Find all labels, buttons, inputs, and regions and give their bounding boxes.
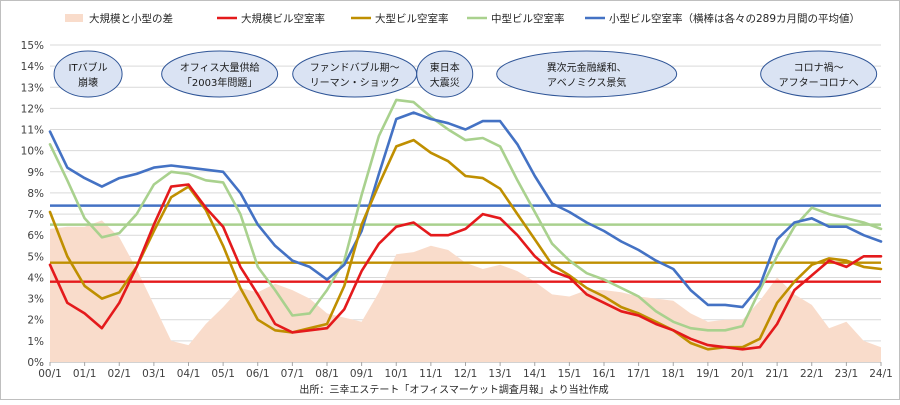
x-tick-label: 06/1 [246, 368, 270, 380]
y-tick-label: 13% [21, 82, 44, 94]
x-tick-label: 17/1 [627, 368, 651, 380]
y-tick-label: 11% [21, 125, 44, 137]
era-annotation: オフィス大量供給「2003年問題」 [161, 50, 279, 98]
y-tick-label: 2% [27, 315, 44, 327]
y-tick-label: 12% [21, 103, 44, 115]
legend-item-large_scale: 大規模ビル空室率 [217, 12, 325, 25]
legend-label: 大型ビル空室率 [375, 12, 449, 25]
series-line-large_scale [48, 183, 883, 351]
x-tick-label: 02/1 [107, 368, 131, 380]
x-tick-label: 13/1 [488, 368, 512, 380]
legend-swatch [65, 14, 83, 22]
x-tick-label: 15/1 [558, 368, 582, 380]
legend-item-medium: 中型ビル空室率 [467, 12, 565, 25]
era-bubble [53, 50, 123, 98]
era-bubble [496, 50, 678, 98]
x-tick-label: 24/1 [869, 368, 893, 380]
x-tick-label: 19/1 [696, 368, 720, 380]
era-label: アフターコロナへ [779, 77, 859, 89]
x-tick-label: 03/1 [142, 368, 166, 380]
x-tick-label: 18/1 [661, 368, 685, 380]
era-label: リーマン・ショック [310, 77, 400, 89]
y-tick-label: 15% [21, 40, 44, 52]
era-annotation: コロナ禍～ アフターコロナへ [760, 50, 878, 98]
y-tick-label: 14% [21, 61, 44, 73]
x-tick-label: 09/1 [350, 368, 374, 380]
era-label: コロナ禍～ [794, 61, 844, 74]
era-label: オフィス大量供給 [180, 61, 260, 74]
diff-area-layer [50, 220, 881, 362]
era-bubble [292, 50, 418, 98]
legend-item-small: 小型ビル空室率（横棒は各々の289カ月間の平均値） [585, 12, 860, 25]
x-tick-label: 05/1 [211, 368, 235, 380]
y-tick-label: 4% [27, 272, 44, 284]
y-tick-label: 3% [27, 294, 44, 306]
y-tick-label: 9% [27, 167, 44, 179]
era-annotation: 異次元金融緩和、アベノミクス景気 [496, 50, 678, 98]
x-tick-label: 10/1 [384, 368, 408, 380]
legend-label: 小型ビル空室率（横棒は各々の289カ月間の平均値） [609, 12, 860, 25]
x-tick-label: 14/1 [523, 368, 547, 380]
x-tick-label: 00/1 [38, 368, 62, 380]
legend-label: 中型ビル空室率 [491, 12, 565, 25]
y-tick-label: 0% [27, 357, 44, 369]
x-tick-label: 20/1 [731, 368, 755, 380]
era-label: ITバブル [69, 61, 108, 74]
y-tick-label: 1% [27, 336, 44, 348]
x-tick-label: 12/1 [454, 368, 478, 380]
era-bubble [161, 50, 279, 98]
x-tick-label: 04/1 [177, 368, 201, 380]
legend-label: 大規模ビル空室率 [241, 12, 325, 25]
x-tick-label: 21/1 [765, 368, 789, 380]
era-bubble [416, 50, 474, 98]
series-line-small [48, 111, 883, 309]
era-annotations: ITバブル崩壊オフィス大量供給「2003年問題」ファンドバブル期～リーマン・ショ… [53, 50, 878, 98]
legend-item-diff: 大規模と小型の差 [65, 12, 173, 25]
era-annotation: ファンドバブル期～ リーマン・ショック [292, 50, 418, 98]
x-tick-label: 23/1 [835, 368, 859, 380]
x-axis-ticks: 00/1 01/1 02/1 03/1 04/1 05/1 06/1 07/1 08/1 09/1… [38, 362, 893, 380]
legend-label: 大規模と小型の差 [89, 12, 173, 25]
series-line-medium [48, 98, 883, 332]
era-label: 「2003年問題」 [182, 76, 257, 89]
y-tick-label: 5% [27, 251, 44, 263]
x-tick-label: 11/1 [419, 368, 443, 380]
era-label: アベノミクス景気 [547, 76, 627, 89]
era-label: ファンドバブル期～ [310, 61, 400, 74]
legend: 大規模と小型の差 大規模ビル空室率 大型ビル空室率 中型ビル空室率 小型ビル空室率（横棒… [65, 12, 860, 25]
x-tick-label: 01/1 [73, 368, 97, 380]
series-lines [48, 98, 883, 351]
era-label: 大震災 [430, 76, 460, 89]
average-lines [50, 204, 881, 283]
y-tick-label: 6% [27, 230, 44, 242]
era-label: 崩壊 [78, 76, 98, 89]
y-axis-ticks: 0% 1% 2% 3% 4% 5% 6% 7% 8% 9% 10% 11% 12% 13% 14% 15% [21, 40, 44, 369]
x-tick-label: 08/1 [315, 368, 339, 380]
y-tick-label: 8% [27, 188, 44, 200]
era-bubble [760, 50, 878, 98]
x-tick-label: 07/1 [281, 368, 305, 380]
source-note: 出所：三幸エステート「オフィスマーケット調査月報」より当社作成 [299, 383, 608, 396]
legend-item-large: 大型ビル空室率 [351, 12, 449, 25]
x-tick-label: 16/1 [592, 368, 616, 380]
y-tick-label: 10% [21, 146, 44, 158]
era-label: 東日本 [430, 61, 460, 74]
series-area-diff [50, 220, 881, 362]
x-tick-label: 22/1 [800, 368, 824, 380]
y-tick-label: 7% [27, 209, 44, 221]
era-label: 異次元金融緩和、 [547, 61, 627, 74]
